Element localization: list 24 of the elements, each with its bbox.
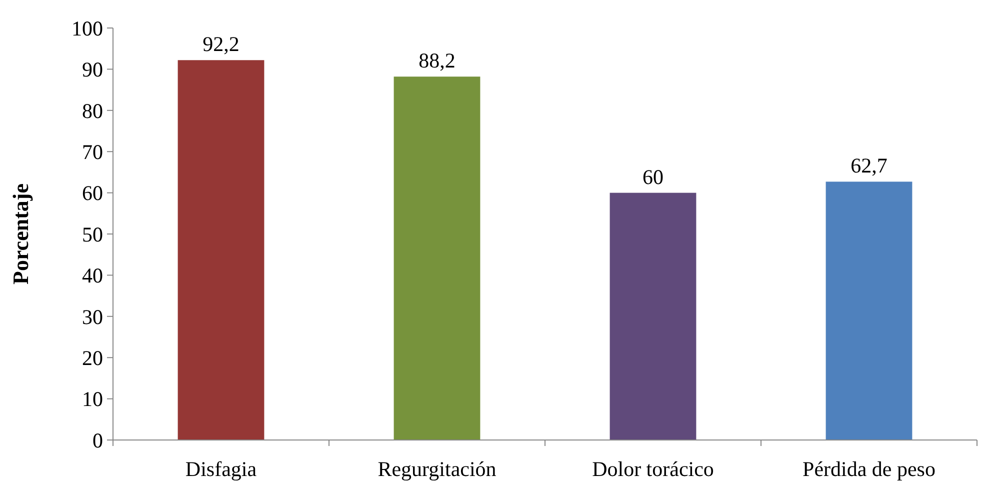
x-tick-label: Disfagia — [185, 457, 258, 481]
data-label: 62,7 — [850, 154, 888, 178]
y-tick-label: 90 — [82, 58, 103, 82]
data-label: 60 — [642, 164, 664, 189]
y-tick-label: 50 — [82, 222, 103, 246]
x-tick-label: Pérdida de peso — [802, 457, 936, 481]
x-tick-label: Dolor torácico — [592, 457, 714, 481]
bar — [178, 60, 264, 440]
y-tick-label: 100 — [72, 16, 103, 40]
y-tick-label: 30 — [82, 304, 103, 329]
y-tick-label: 0 — [92, 428, 103, 452]
bar — [394, 76, 480, 440]
bar — [610, 192, 696, 440]
y-axis-title: Porcentaje — [8, 183, 33, 284]
y-tick-label: 20 — [82, 346, 103, 370]
data-label: 88,2 — [418, 48, 456, 73]
y-tick-label: 40 — [82, 264, 103, 288]
y-tick-label: 70 — [82, 140, 103, 164]
y-tick-label: 60 — [82, 181, 103, 206]
y-tick-label: 80 — [82, 98, 103, 123]
bar — [826, 182, 912, 440]
y-tick-label: 10 — [82, 387, 103, 412]
data-label: 92,2 — [202, 32, 240, 56]
x-tick-label: Regurgitación — [378, 457, 497, 481]
